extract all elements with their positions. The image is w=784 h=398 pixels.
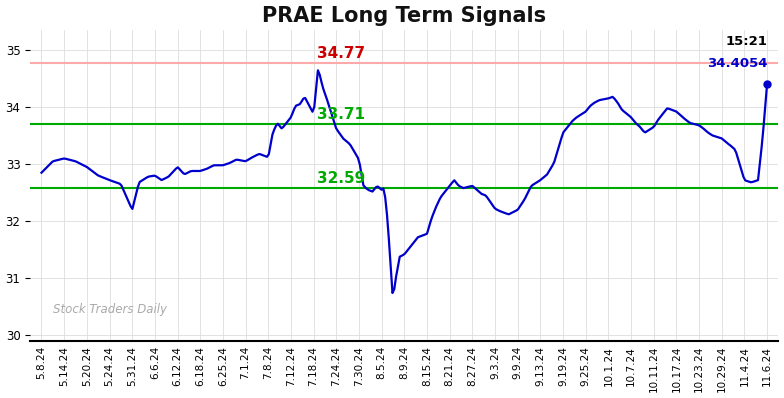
- Text: 32.59: 32.59: [317, 171, 365, 186]
- Text: 33.71: 33.71: [317, 107, 365, 122]
- Text: 34.4054: 34.4054: [706, 57, 767, 70]
- Text: 15:21: 15:21: [725, 35, 767, 49]
- Text: Stock Traders Daily: Stock Traders Daily: [53, 303, 167, 316]
- Title: PRAE Long Term Signals: PRAE Long Term Signals: [262, 6, 546, 25]
- Text: 34.77: 34.77: [317, 46, 365, 61]
